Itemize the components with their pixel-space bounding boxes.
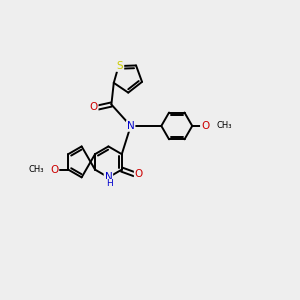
Text: CH₃: CH₃: [216, 122, 232, 130]
Text: O: O: [201, 121, 209, 131]
Text: CH₃: CH₃: [29, 165, 44, 174]
Text: O: O: [50, 165, 58, 175]
Text: N: N: [104, 172, 112, 182]
Text: O: O: [135, 169, 143, 179]
Text: N: N: [127, 121, 135, 131]
Text: S: S: [117, 61, 123, 71]
Text: H: H: [106, 179, 112, 188]
Text: O: O: [89, 103, 98, 112]
